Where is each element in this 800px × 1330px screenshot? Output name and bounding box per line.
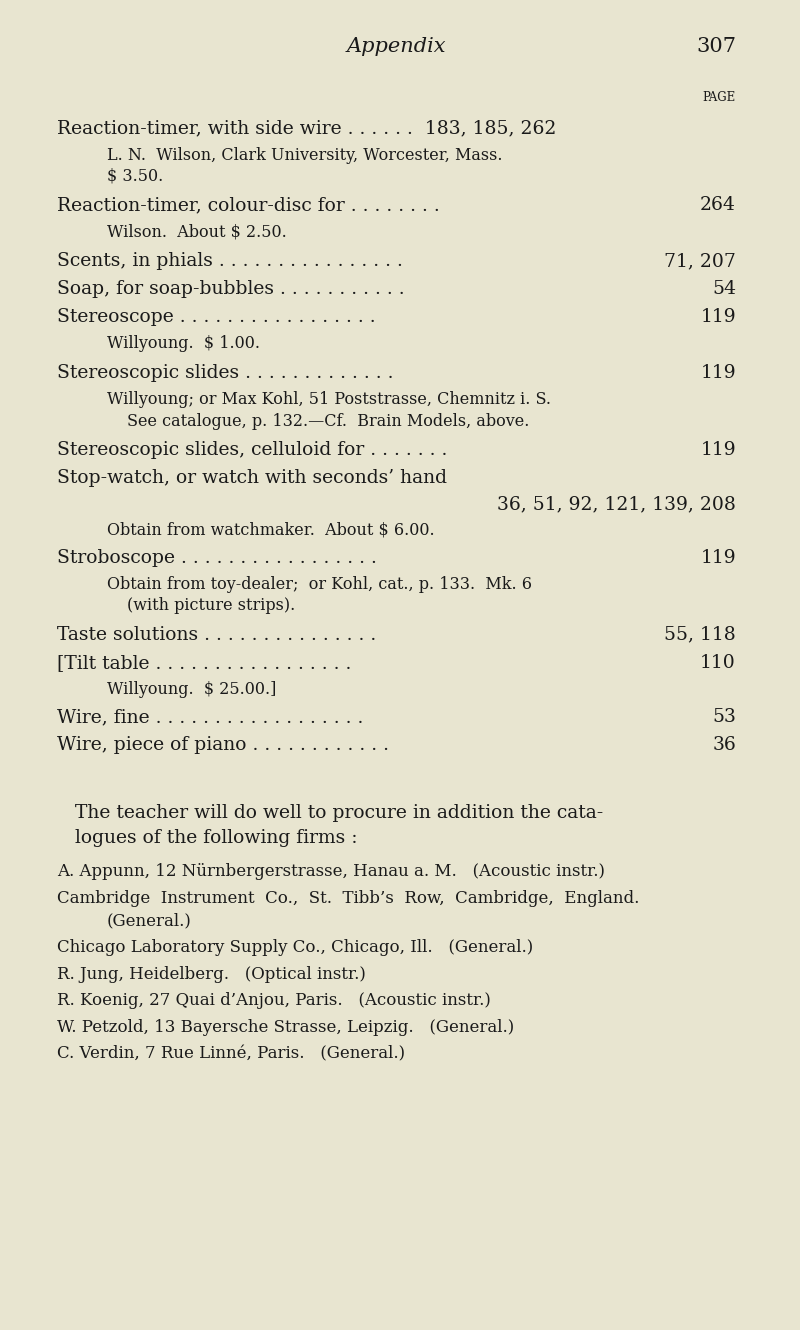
Text: Chicago Laboratory Supply Co., Chicago, Ill.   (General.): Chicago Laboratory Supply Co., Chicago, … [57,939,534,956]
Text: R. Jung, Heidelberg.   (Optical instr.): R. Jung, Heidelberg. (Optical instr.) [57,966,366,983]
Text: 119: 119 [700,548,736,567]
Text: logues of the following firms :: logues of the following firms : [75,829,358,847]
Text: Appendix: Appendix [346,37,446,56]
Text: See catalogue, p. 132.—Cf.  Brain Models, above.: See catalogue, p. 132.—Cf. Brain Models,… [127,412,530,430]
Text: Stereoscope . . . . . . . . . . . . . . . . .: Stereoscope . . . . . . . . . . . . . . … [57,307,376,326]
Text: 119: 119 [700,440,736,459]
Text: 307: 307 [696,37,736,56]
Text: (General.): (General.) [107,912,192,930]
Text: R. Koenig, 27 Quai d’Anjou, Paris.   (Acoustic instr.): R. Koenig, 27 Quai d’Anjou, Paris. (Acou… [57,992,491,1009]
Text: The teacher will do well to procure in addition the cata-: The teacher will do well to procure in a… [75,803,603,822]
Text: Soap, for soap-bubbles . . . . . . . . . . .: Soap, for soap-bubbles . . . . . . . . .… [57,279,405,298]
Text: [Tilt table . . . . . . . . . . . . . . . . .: [Tilt table . . . . . . . . . . . . . . … [57,653,351,672]
Text: Obtain from watchmaker.  About $ 6.00.: Obtain from watchmaker. About $ 6.00. [107,521,434,539]
Text: Wire, fine . . . . . . . . . . . . . . . . . .: Wire, fine . . . . . . . . . . . . . . .… [57,708,363,726]
Text: 53: 53 [712,708,736,726]
Text: Taste solutions . . . . . . . . . . . . . . .: Taste solutions . . . . . . . . . . . . … [57,625,376,644]
Text: 36: 36 [712,735,736,754]
Text: 71, 207: 71, 207 [664,251,736,270]
Text: Scents, in phials . . . . . . . . . . . . . . . .: Scents, in phials . . . . . . . . . . . … [57,251,403,270]
Text: Obtain from toy-dealer;  or Kohl, cat., p. 133.  Mk. 6: Obtain from toy-dealer; or Kohl, cat., p… [107,576,532,593]
Text: Cambridge  Instrument  Co.,  St.  Tibb’s  Row,  Cambridge,  England.: Cambridge Instrument Co., St. Tibb’s Row… [57,890,639,907]
Text: Wilson.  About $ 2.50.: Wilson. About $ 2.50. [107,223,287,241]
Text: 110: 110 [700,653,736,672]
Text: Stereoscopic slides . . . . . . . . . . . . .: Stereoscopic slides . . . . . . . . . . … [57,363,394,382]
Text: Reaction-timer, with side wire . . . . . .  183, 185, 262: Reaction-timer, with side wire . . . . .… [57,118,557,137]
Text: 36, 51, 92, 121, 139, 208: 36, 51, 92, 121, 139, 208 [497,495,736,513]
Text: 119: 119 [700,307,736,326]
Text: L. N.  Wilson, Clark University, Worcester, Mass.: L. N. Wilson, Clark University, Worceste… [107,146,502,164]
Text: 119: 119 [700,363,736,382]
Text: A. Appunn, 12 Nürnbergerstrasse, Hanau a. M.   (Acoustic instr.): A. Appunn, 12 Nürnbergerstrasse, Hanau a… [57,863,605,880]
Text: (with picture strips).: (with picture strips). [127,597,295,614]
Text: $ 3.50.: $ 3.50. [107,168,163,185]
Text: Wire, piece of piano . . . . . . . . . . . .: Wire, piece of piano . . . . . . . . . .… [57,735,389,754]
Text: 55, 118: 55, 118 [664,625,736,644]
Text: W. Petzold, 13 Bayersche Strasse, Leipzig.   (General.): W. Petzold, 13 Bayersche Strasse, Leipzi… [57,1019,514,1036]
Text: Willyoung; or Max Kohl, 51 Poststrasse, Chemnitz i. S.: Willyoung; or Max Kohl, 51 Poststrasse, … [107,391,551,408]
Text: Reaction-timer, colour-disc for . . . . . . . .: Reaction-timer, colour-disc for . . . . … [57,196,440,214]
Text: 54: 54 [712,279,736,298]
Text: Stop-watch, or watch with seconds’ hand: Stop-watch, or watch with seconds’ hand [57,468,447,487]
Text: C. Verdin, 7 Rue Linné, Paris.   (General.): C. Verdin, 7 Rue Linné, Paris. (General.… [57,1045,406,1063]
Text: Stroboscope . . . . . . . . . . . . . . . . .: Stroboscope . . . . . . . . . . . . . . … [57,548,377,567]
Text: 264: 264 [700,196,736,214]
Text: PAGE: PAGE [702,90,736,104]
Text: Stereoscopic slides, celluloid for . . . . . . .: Stereoscopic slides, celluloid for . . .… [57,440,447,459]
Text: Willyoung.  $ 1.00.: Willyoung. $ 1.00. [107,335,260,352]
Text: Willyoung.  $ 25.00.]: Willyoung. $ 25.00.] [107,681,277,698]
